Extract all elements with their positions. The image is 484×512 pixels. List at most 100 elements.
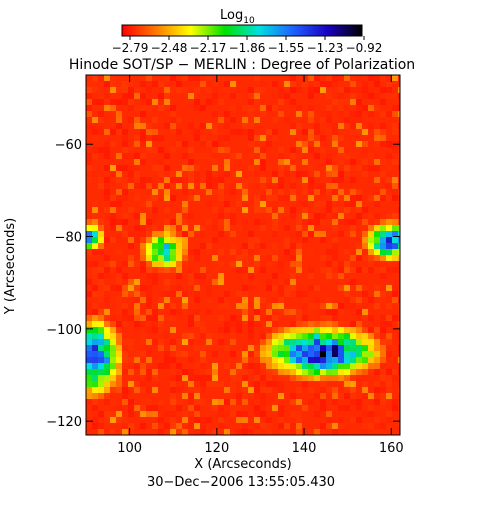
- heatmap-cell: [308, 375, 314, 381]
- heatmap-cell: [212, 429, 218, 435]
- heatmap-cell: [122, 81, 128, 87]
- heatmap-cell: [374, 243, 380, 249]
- heatmap-cell: [170, 105, 176, 111]
- heatmap-cell: [308, 369, 314, 375]
- heatmap-cell: [344, 261, 350, 267]
- heatmap-cell: [212, 393, 218, 399]
- heatmap-cell: [338, 405, 344, 411]
- heatmap-cell: [164, 303, 170, 309]
- heatmap-cell: [110, 387, 116, 393]
- heatmap-cell: [224, 339, 230, 345]
- heatmap-cell: [248, 177, 254, 183]
- heatmap-cell: [206, 177, 212, 183]
- heatmap-cell: [362, 147, 368, 153]
- heatmap-cell: [302, 213, 308, 219]
- heatmap-cell: [110, 129, 116, 135]
- heatmap-cell: [86, 249, 92, 255]
- heatmap-cell: [110, 411, 116, 417]
- heatmap-cell: [374, 333, 380, 339]
- heatmap-cell: [302, 303, 308, 309]
- heatmap-cell: [260, 387, 266, 393]
- heatmap-cell: [110, 351, 116, 357]
- heatmap-cell: [86, 111, 92, 117]
- heatmap-cell: [98, 177, 104, 183]
- heatmap-cell: [134, 369, 140, 375]
- heatmap-cell: [140, 333, 146, 339]
- heatmap-cell: [350, 255, 356, 261]
- heatmap-cell: [314, 297, 320, 303]
- heatmap-cell: [140, 291, 146, 297]
- heatmap-cell: [320, 189, 326, 195]
- heatmap-cell: [362, 423, 368, 429]
- heatmap-cell: [206, 99, 212, 105]
- heatmap-cell: [224, 399, 230, 405]
- heatmap-cell: [98, 351, 104, 357]
- heatmap-cell: [284, 339, 290, 345]
- heatmap-cell: [128, 219, 134, 225]
- heatmap-cell: [308, 321, 314, 327]
- heatmap-cell: [296, 129, 302, 135]
- heatmap-cell: [212, 351, 218, 357]
- heatmap-cell: [146, 183, 152, 189]
- heatmap-cell: [296, 249, 302, 255]
- heatmap-cell: [86, 369, 92, 375]
- heatmap-cell: [320, 321, 326, 327]
- heatmap-cell: [278, 417, 284, 423]
- heatmap-cell: [278, 291, 284, 297]
- heatmap-cell: [86, 105, 92, 111]
- heatmap-cell: [134, 291, 140, 297]
- heatmap-cell: [350, 177, 356, 183]
- heatmap-cell: [332, 165, 338, 171]
- x-tick-label: 160: [379, 441, 404, 456]
- heatmap-cell: [152, 411, 158, 417]
- heatmap-cell: [254, 351, 260, 357]
- heatmap-cell: [386, 183, 392, 189]
- heatmap-cell: [188, 231, 194, 237]
- heatmap-cell: [248, 333, 254, 339]
- heatmap-cell: [236, 261, 242, 267]
- heatmap-cell: [290, 177, 296, 183]
- heatmap-cell: [104, 375, 110, 381]
- heatmap-cell: [350, 219, 356, 225]
- heatmap-cell: [314, 201, 320, 207]
- heatmap-cell: [152, 255, 158, 261]
- x-axis: 100 120 140 160: [117, 75, 404, 456]
- heatmap-cell: [164, 411, 170, 417]
- heatmap-cell: [392, 363, 398, 369]
- heatmap-cell: [374, 249, 380, 255]
- heatmap-cell: [176, 339, 182, 345]
- heatmap-cell: [266, 345, 272, 351]
- heatmap-cell: [272, 303, 278, 309]
- heatmap-cell: [278, 87, 284, 93]
- heatmap-cell: [104, 369, 110, 375]
- heatmap-cell: [242, 183, 248, 189]
- heatmap-cell: [344, 153, 350, 159]
- heatmap-cell: [86, 333, 92, 339]
- heatmap-cell: [374, 267, 380, 273]
- heatmap-cell: [350, 363, 356, 369]
- heatmap-cell: [146, 225, 152, 231]
- heatmap-cell: [158, 135, 164, 141]
- heatmap-cell: [242, 303, 248, 309]
- heatmap-cell: [344, 189, 350, 195]
- heatmap-cell: [236, 93, 242, 99]
- heatmap-cell: [374, 339, 380, 345]
- heatmap-cell: [158, 303, 164, 309]
- heatmap-cell: [248, 267, 254, 273]
- heatmap-cell: [152, 225, 158, 231]
- heatmap-cell: [164, 183, 170, 189]
- heatmap-cell: [320, 135, 326, 141]
- heatmap-cell: [92, 309, 98, 315]
- heatmap-cell: [386, 345, 392, 351]
- heatmap-cell: [188, 195, 194, 201]
- heatmap-cell: [242, 219, 248, 225]
- heatmap-cell: [134, 75, 140, 81]
- heatmap-cell: [140, 339, 146, 345]
- heatmap-cell: [194, 189, 200, 195]
- heatmap-cell: [386, 267, 392, 273]
- heatmap-cell: [254, 171, 260, 177]
- heatmap-cell: [296, 309, 302, 315]
- heatmap-cell: [236, 255, 242, 261]
- heatmap-cell: [176, 363, 182, 369]
- heatmap-cell: [134, 387, 140, 393]
